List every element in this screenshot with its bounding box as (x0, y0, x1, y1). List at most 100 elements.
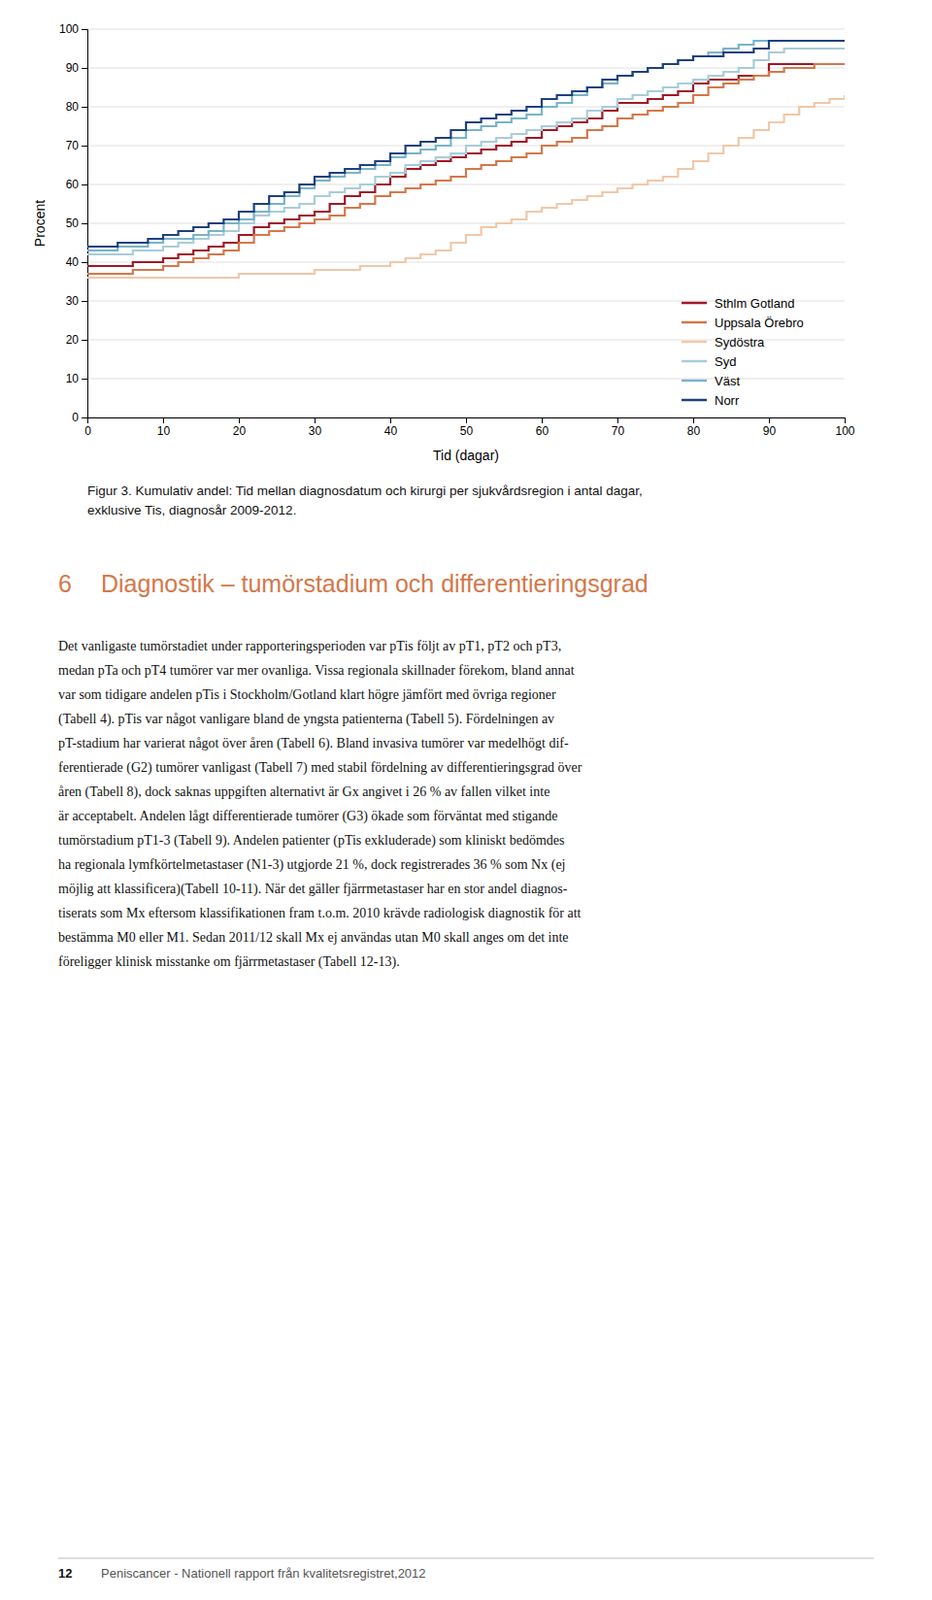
x-tick: 50 (460, 417, 474, 438)
legend-item: Norr (681, 393, 740, 408)
y-tick: 0 (71, 410, 88, 425)
y-tick-label: 100 (59, 22, 79, 36)
x-axis-line (88, 418, 846, 425)
x-tick-label: 40 (384, 424, 399, 438)
x-tick-label: 20 (233, 424, 247, 438)
figure-caption: exklusive Tis, diagnosår 2009-2012. (87, 502, 297, 518)
body-line: åren (Tabell 8), dock saknas uppgiften a… (58, 784, 550, 800)
legend-item: Uppsala Örebro (681, 315, 804, 331)
legend-swatch (681, 321, 707, 325)
x-tick-label: 90 (763, 424, 777, 438)
y-tick: 60 (66, 177, 88, 192)
body-line: är acceptabelt. Andelen lågt differentie… (58, 808, 558, 825)
x-tick: 60 (535, 417, 550, 438)
y-tick-label: 70 (66, 138, 80, 153)
body-line: Det vanligaste tumörstadiet under rappor… (58, 638, 562, 654)
legend-label: Norr (714, 393, 740, 408)
section-title: Diagnostik – tumörstadium och differenti… (100, 569, 649, 598)
y-tick: 70 (66, 138, 88, 153)
x-tick-label: 50 (460, 424, 474, 438)
grid-line (87, 262, 845, 264)
x-tick-mark (314, 417, 316, 424)
x-tick: 80 (687, 417, 701, 438)
x-tick: 10 (157, 417, 171, 438)
page: 0102030405060708090100010203040506070809… (0, 0, 932, 1600)
y-tick-mark (81, 300, 88, 302)
body-line: (Tabell 4). pTis var något vanligare bla… (58, 711, 555, 728)
legend-item: Sydöstra (681, 334, 766, 350)
legend-swatch (681, 301, 707, 305)
y-tick: 100 (59, 22, 88, 36)
legend-swatch (681, 340, 707, 344)
x-axis: 0 10 20 30 40 50 60 70 80 90 100 (84, 417, 856, 438)
body-line: bestämma M0 eller M1. Sedan 2011/12 skal… (58, 930, 569, 945)
legend-swatch (681, 360, 707, 364)
body-line: tiserats som Mx eftersom klassifikatione… (58, 905, 582, 921)
x-tick-label: 0 (84, 424, 92, 438)
x-tick-mark (466, 417, 467, 424)
footer-number: 12 (58, 1565, 72, 1581)
x-tick-mark (844, 417, 846, 424)
x-tick-mark (541, 417, 543, 424)
y-tick-label: 40 (66, 255, 80, 269)
y-tick-mark (81, 417, 88, 419)
series-line (87, 40, 845, 247)
y-tick-label: 20 (66, 332, 80, 347)
legend-item: Syd (681, 354, 736, 369)
legend-label: Syd (714, 354, 736, 369)
body-line: ha regionala lymfkörtelmetastaser (N1-3)… (58, 857, 566, 873)
legend-swatch (681, 379, 707, 383)
x-tick-label: 30 (308, 424, 323, 438)
y-tick-mark (81, 339, 88, 341)
series-line (87, 40, 845, 251)
x-tick-mark (238, 417, 240, 424)
grid-line (87, 67, 845, 69)
x-tick-label: 60 (535, 424, 550, 438)
legend: Sthlm Gotland Uppsala Örebro Sydöstra Syd Vä… (681, 296, 804, 408)
legend-label: Sthlm Gotland (714, 296, 795, 311)
y-tick-mark (81, 145, 88, 147)
x-tick-label: 10 (157, 424, 171, 438)
y-tick-label: 80 (66, 99, 80, 114)
y-tick-label: 10 (66, 371, 80, 386)
y-tick-label: 90 (66, 61, 80, 75)
x-tick-mark (693, 417, 695, 424)
body-line: ferentierade (G2) tumörer vanligast (Tab… (58, 760, 583, 776)
body-line: föreligger klinisk misstanke om fjärrmet… (58, 954, 400, 970)
grid-line (87, 184, 845, 186)
body-line: tumörstadium pT1-3 (Tabell 9). Andelen p… (58, 832, 565, 849)
grid-line (87, 29, 845, 31)
y-axis: 0102030405060708090100 (59, 22, 89, 425)
plot (87, 40, 845, 278)
y-tick: 10 (66, 371, 88, 386)
legend-label: Sydöstra (714, 334, 766, 350)
legend-item: Väst (681, 373, 740, 389)
x-tick: 90 (763, 417, 777, 438)
body-line: var som tidigare andelen pTis i Stockhol… (58, 687, 557, 702)
x-tick: 100 (834, 417, 855, 438)
x-tick-label: 70 (611, 424, 626, 438)
y-tick-label: 60 (66, 177, 80, 192)
series-line (87, 48, 845, 255)
x-tick-label: 80 (687, 424, 701, 438)
y-tick: 20 (66, 332, 88, 347)
y-tick-label: 0 (71, 410, 79, 425)
y-tick: 80 (66, 99, 88, 114)
y-tick: 40 (66, 255, 88, 269)
x-tick: 0 (84, 417, 92, 438)
y-tick-mark (81, 184, 88, 186)
y-tick-mark (81, 223, 88, 225)
grid (87, 29, 845, 418)
y-tick-mark (81, 67, 88, 69)
y-tick: 50 (66, 216, 88, 231)
legend-label: Väst (714, 373, 740, 389)
section-number: 6 (58, 569, 72, 598)
body-line: pT-stadium har varierat något över åren … (58, 735, 569, 752)
legend-swatch (681, 399, 707, 402)
legend-item: Sthlm Gotland (681, 296, 795, 311)
footer-rule (58, 1558, 874, 1560)
body-line: möjlig att klassificera)(Tabell 10-11). … (58, 881, 568, 898)
grid-line (87, 106, 845, 108)
y-tick-label: 50 (66, 216, 80, 231)
figure-caption: Figur 3. Kumulativ andel: Tid mellan dia… (87, 483, 643, 499)
